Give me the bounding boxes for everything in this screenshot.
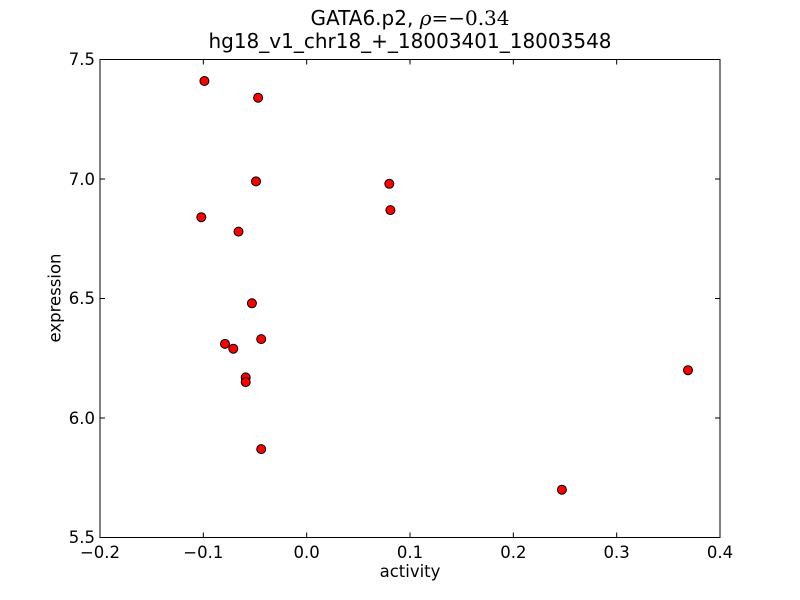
data-point bbox=[228, 343, 239, 354]
y-tick-label: 7.0 bbox=[68, 169, 95, 189]
data-point bbox=[384, 178, 395, 189]
plot-frame bbox=[99, 59, 721, 538]
chart-title: GATA6.p2, ρ=−0.34 hg18_v1_chr18_+_180034… bbox=[100, 7, 720, 53]
x-axis-label: activity bbox=[379, 562, 441, 581]
x-tick-label: 0.0 bbox=[293, 543, 320, 562]
data-point bbox=[220, 338, 230, 349]
data-point bbox=[253, 92, 264, 103]
title-text-prefix: GATA6.p2, bbox=[310, 6, 420, 30]
y-tick-label: 6.5 bbox=[68, 289, 95, 308]
data-point bbox=[196, 212, 207, 223]
data-point bbox=[556, 484, 567, 495]
data-point bbox=[240, 377, 251, 388]
x-tick-label: −0.2 bbox=[79, 543, 121, 562]
chart-title-line1: GATA6.p2, ρ=−0.34 bbox=[100, 7, 720, 30]
data-point bbox=[251, 176, 261, 187]
x-tick-label: 0.1 bbox=[396, 543, 424, 562]
chart-subtitle: hg18_v1_chr18_+_18003401_18003548 bbox=[208, 29, 612, 53]
data-point bbox=[256, 444, 267, 455]
data-point bbox=[385, 205, 396, 216]
y-axis-label: expression bbox=[45, 253, 65, 343]
rho-symbol: ρ bbox=[419, 6, 432, 30]
x-tick-label: 0.2 bbox=[500, 543, 527, 562]
x-tick-label: 0.3 bbox=[603, 543, 630, 562]
y-tick-label: 5.5 bbox=[68, 528, 95, 547]
rho-value: =−0.34 bbox=[431, 6, 510, 30]
x-tick-label: −0.1 bbox=[183, 543, 224, 562]
data-point bbox=[256, 334, 267, 345]
y-tick-label: 7.5 bbox=[68, 50, 95, 69]
data-point bbox=[246, 298, 257, 309]
data-point bbox=[233, 226, 244, 237]
data-point bbox=[199, 76, 210, 86]
x-tick-label: 0.4 bbox=[706, 543, 734, 562]
data-point bbox=[683, 365, 693, 376]
y-tick-label: 6.0 bbox=[68, 408, 95, 428]
